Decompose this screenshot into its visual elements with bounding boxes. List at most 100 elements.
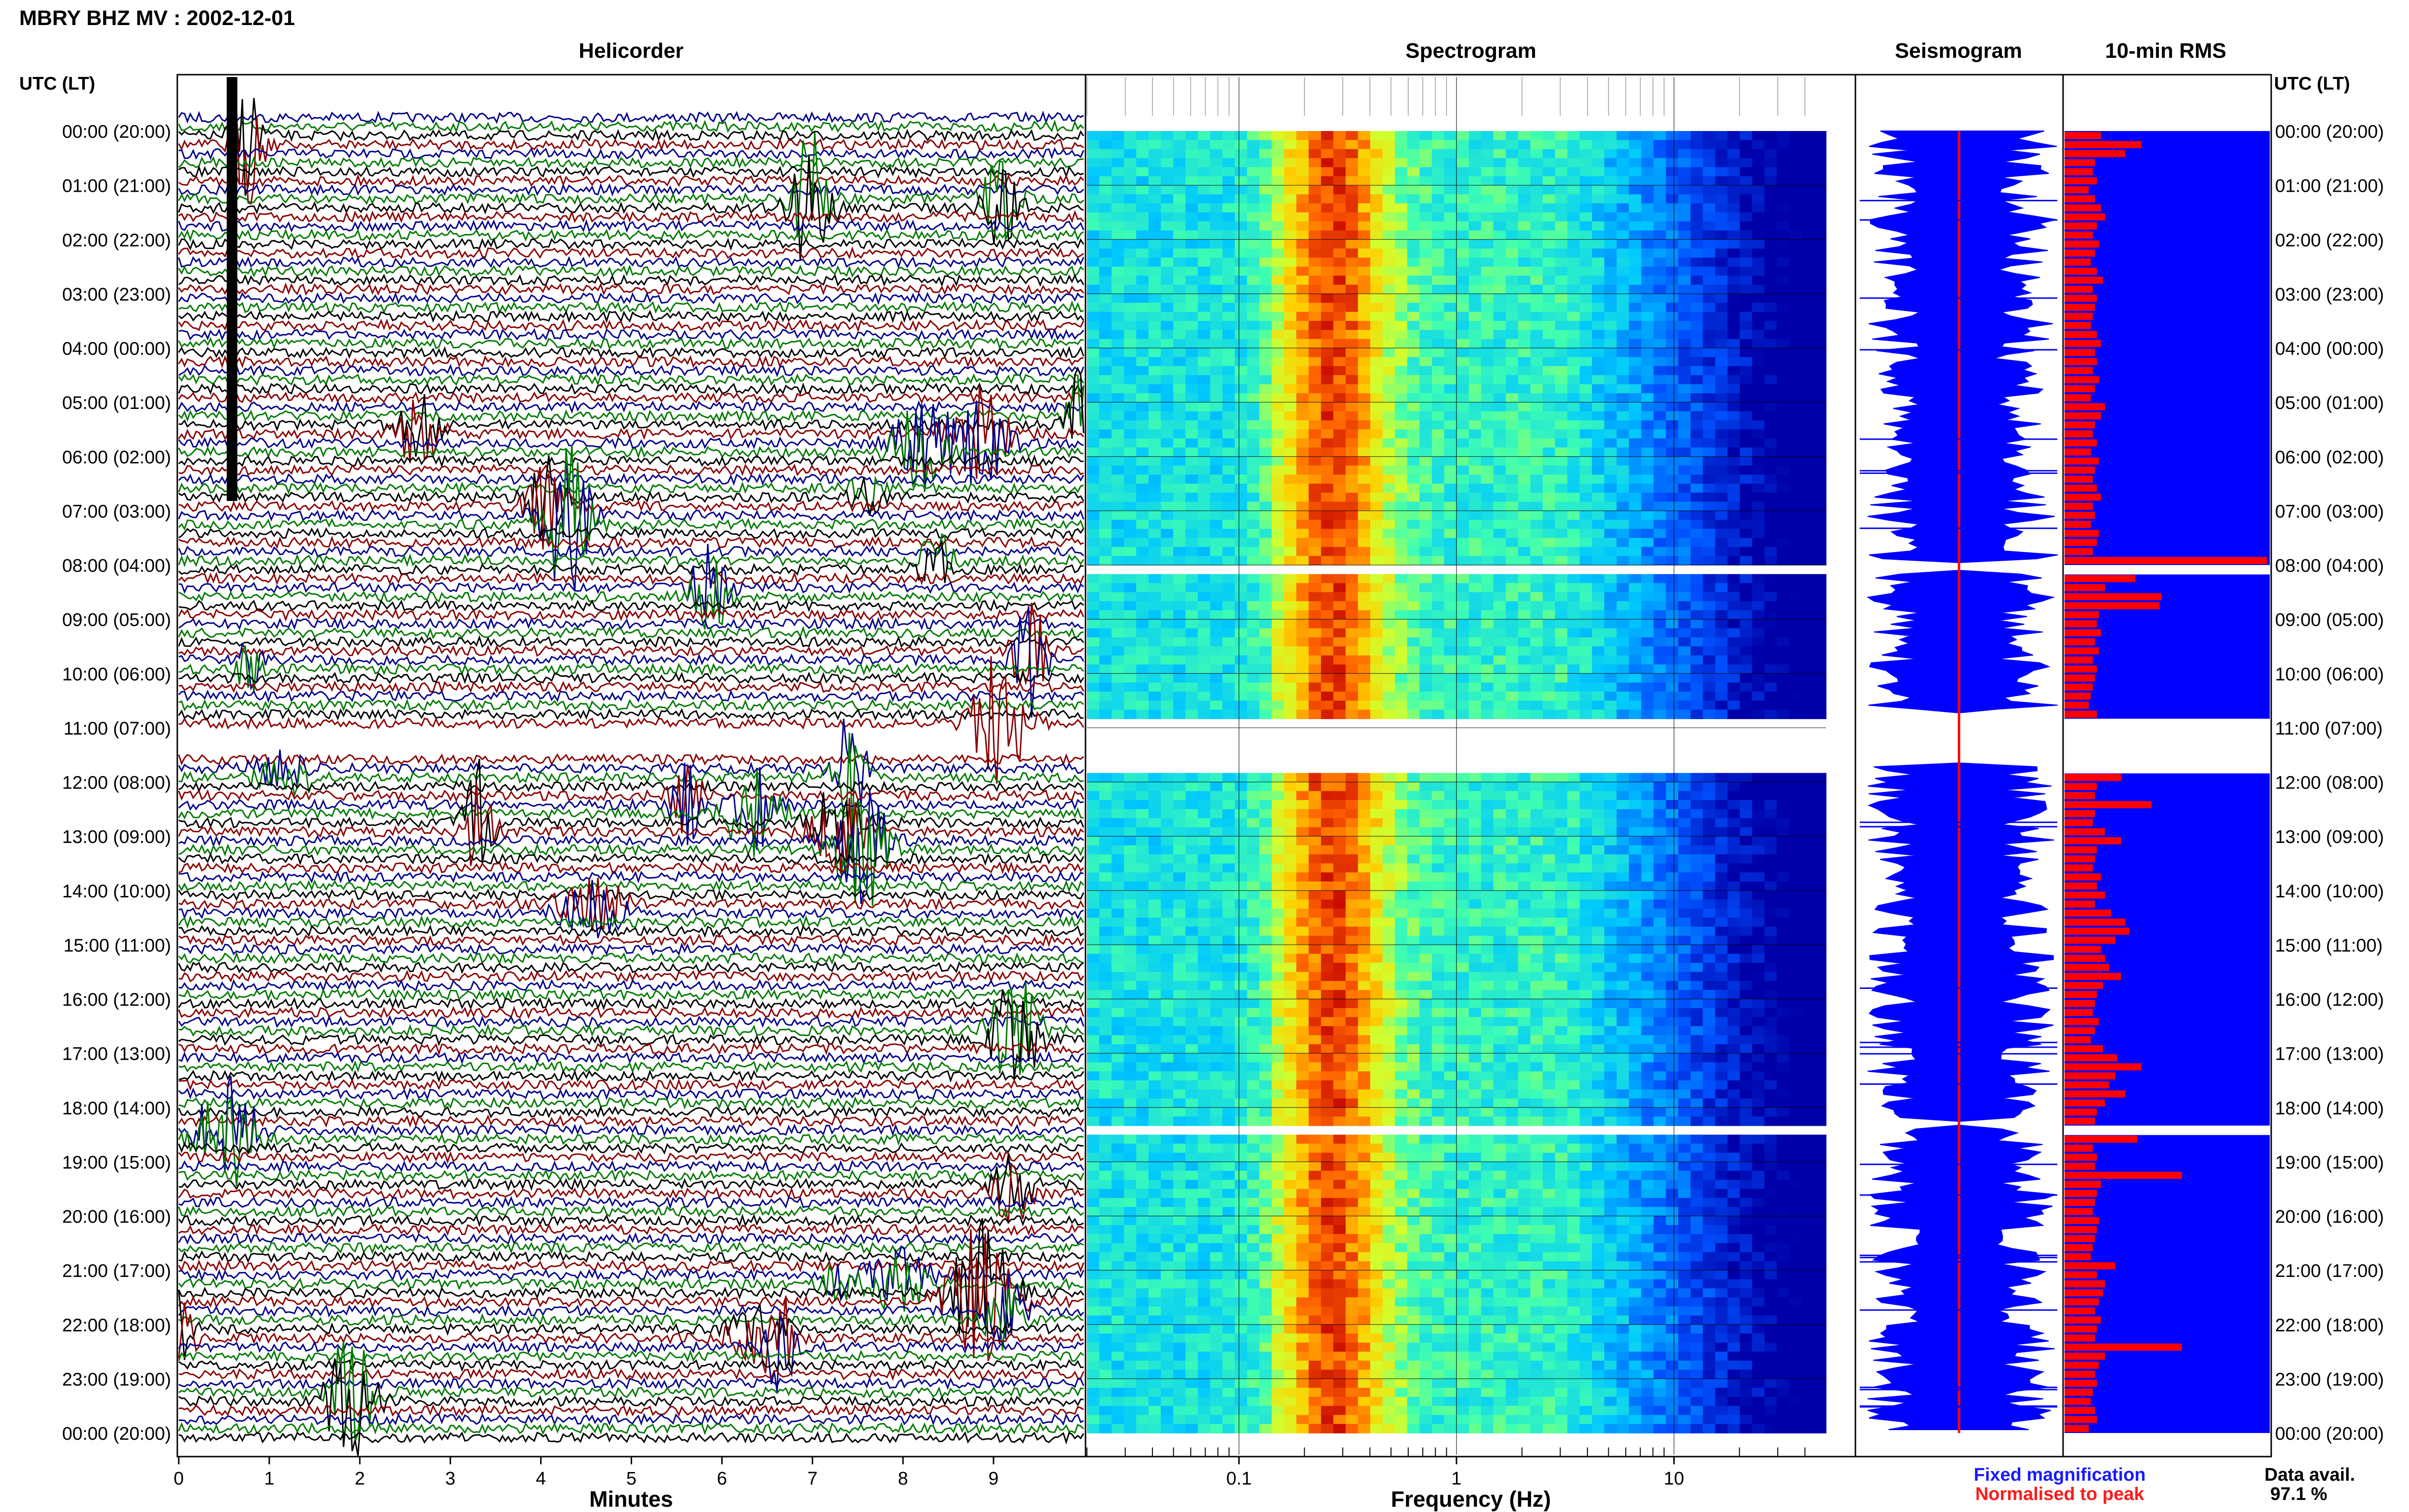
spectrogram-cell xyxy=(1444,1234,1457,1244)
spectrogram-cell xyxy=(1210,321,1223,330)
spectrogram-cell xyxy=(1407,1415,1420,1425)
spectrogram-cell xyxy=(1345,1415,1359,1425)
spectrogram-cell xyxy=(1333,1333,1346,1343)
spectrogram-cell xyxy=(1309,628,1322,638)
spectrogram-cell xyxy=(1112,637,1125,647)
spectrogram-cell xyxy=(1444,547,1457,557)
spectrogram-cell xyxy=(1271,1342,1284,1352)
spectrogram-cell xyxy=(1469,1134,1482,1144)
spectrogram-cell xyxy=(1296,492,1309,502)
spectrogram-cell xyxy=(1309,782,1322,792)
spectrogram-cell xyxy=(1345,276,1359,285)
spectrogram-cell xyxy=(1271,1144,1284,1153)
spectrogram-cell xyxy=(1419,167,1432,177)
spectrogram-cell xyxy=(1284,1189,1297,1198)
spectrogram-cell xyxy=(1247,1198,1260,1208)
spectrogram-cell xyxy=(1382,1270,1395,1280)
spectrogram-cell xyxy=(1345,312,1359,321)
spectrogram-cell xyxy=(1222,1415,1235,1425)
spectrogram-cell xyxy=(1345,664,1359,674)
spectrogram-cell xyxy=(1321,203,1334,213)
spectrogram-cell xyxy=(1259,1098,1272,1108)
spectrogram-cell xyxy=(1271,628,1284,638)
spectrogram-cell xyxy=(1234,429,1248,439)
spectrogram-cell xyxy=(1431,1035,1445,1045)
spectrogram-cell xyxy=(1124,249,1137,258)
spectrogram-cell xyxy=(1124,1008,1137,1018)
spectrogram-cell xyxy=(1444,1207,1457,1217)
spectrogram-cell xyxy=(1222,908,1235,918)
spectrogram-cell xyxy=(1444,1089,1457,1099)
spectrogram-cell xyxy=(1444,239,1457,249)
spectrogram-cell xyxy=(1456,908,1469,918)
spectrogram-cell xyxy=(1198,890,1211,900)
spectrogram-cell xyxy=(1234,158,1248,168)
spectrogram-cell xyxy=(1173,1234,1186,1244)
spectrogram-cell xyxy=(1407,637,1420,647)
spectrogram-cell xyxy=(1284,646,1297,656)
spectrogram-cell xyxy=(1198,1252,1211,1262)
spectrogram-cell xyxy=(1247,266,1260,276)
spectrogram-cell xyxy=(1099,547,1112,557)
spectrogram-cell xyxy=(1148,809,1162,819)
spectrogram-cell xyxy=(1296,312,1309,321)
spectrogram-cell xyxy=(1382,1153,1395,1162)
spectrogram-cell xyxy=(1136,863,1149,873)
spectrogram-cell xyxy=(1493,637,1507,647)
spectrogram-cell xyxy=(1136,140,1149,150)
spectrogram-cell xyxy=(1087,474,1100,484)
spectrogram-cell xyxy=(1506,285,1519,294)
spectrogram-cell xyxy=(1419,465,1432,475)
spectrogram-cell xyxy=(1161,339,1174,349)
spectrogram-cell xyxy=(1345,1279,1359,1289)
spectrogram-cell xyxy=(1136,293,1149,303)
spectrogram-cell xyxy=(1493,836,1507,846)
spectrogram-cell xyxy=(1173,673,1186,683)
spectrogram-cell xyxy=(1419,520,1432,529)
spectrogram-cell xyxy=(1407,1270,1420,1280)
spectrogram-cell xyxy=(1358,402,1371,412)
spectrogram-cell xyxy=(1456,935,1469,946)
spectrogram-cell xyxy=(1161,836,1174,846)
spectrogram-cell xyxy=(1185,655,1198,665)
spectrogram-cell xyxy=(1161,167,1174,177)
spectrogram-cell xyxy=(1259,131,1272,141)
spectrogram-cell xyxy=(1234,1144,1248,1153)
spectrogram-cell xyxy=(1161,899,1174,909)
spectrogram-cell xyxy=(1222,402,1235,412)
spectrogram-cell xyxy=(1161,890,1174,900)
spectrogram-cell xyxy=(1456,1017,1469,1027)
spectrogram-cell xyxy=(1259,872,1272,882)
spectrogram-cell xyxy=(1321,1117,1334,1126)
spectrogram-cell xyxy=(1087,239,1100,249)
spectrogram-cell xyxy=(1370,773,1383,783)
spectrogram-cell xyxy=(1506,972,1519,982)
spectrogram-cell xyxy=(1161,962,1174,973)
spectrogram-cell xyxy=(1247,321,1260,330)
spectrogram-cell xyxy=(1173,918,1186,927)
spectrogram-cell xyxy=(1247,411,1260,421)
spectrogram-cell xyxy=(1247,1035,1260,1045)
spectrogram-cell xyxy=(1358,683,1371,692)
spectrogram-cell xyxy=(1136,800,1149,810)
spectrogram-cell xyxy=(1518,809,1531,819)
spectrogram-cell xyxy=(1136,1207,1149,1217)
spectrogram-cell xyxy=(1259,1388,1272,1397)
spectrogram-cell xyxy=(1333,1161,1346,1171)
spectrogram-cell xyxy=(1124,1134,1137,1144)
spectrogram-cell xyxy=(1185,547,1198,557)
spectrogram-cell xyxy=(1271,800,1284,810)
spectrogram-cell xyxy=(1469,1170,1482,1181)
spectrogram-cell xyxy=(1309,330,1322,340)
spectrogram-cell xyxy=(1345,1261,1359,1271)
spectrogram-cell xyxy=(1259,149,1272,159)
spectrogram-cell xyxy=(1444,1415,1457,1425)
spectrogram-cell xyxy=(1333,1379,1346,1388)
spectrogram-cell xyxy=(1087,1161,1100,1171)
spectrogram-cell xyxy=(1198,302,1211,313)
spectrogram-cell xyxy=(1087,1144,1100,1153)
helicorder-trace xyxy=(178,1196,1084,1210)
spectrogram-cell xyxy=(1370,881,1383,891)
spectrogram-cell xyxy=(1234,1062,1248,1072)
spectrogram-cell xyxy=(1112,1234,1125,1244)
